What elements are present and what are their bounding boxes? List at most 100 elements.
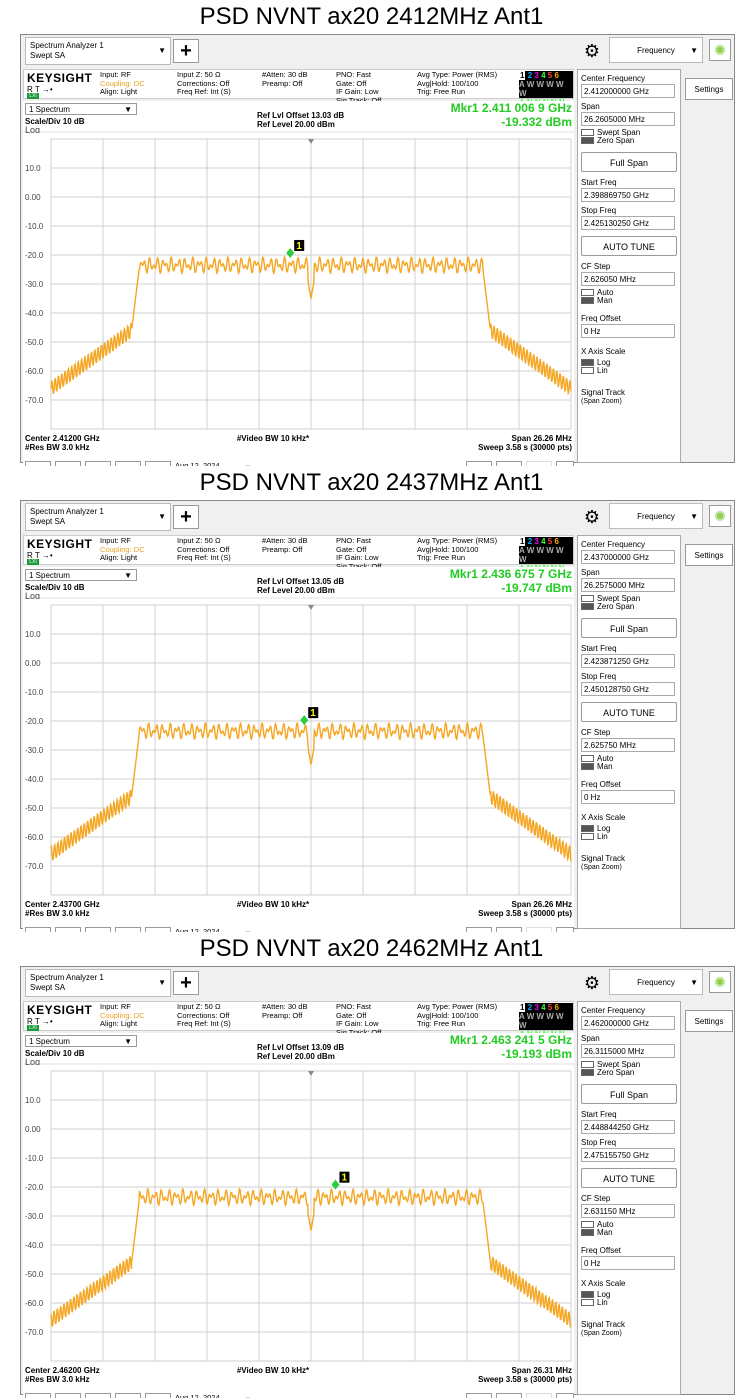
start-freq-value[interactable]: 2.398869750 GHz	[581, 188, 675, 202]
x-axis-scale-label: X Axis Scale	[581, 347, 626, 356]
app-selector[interactable]: Spectrum Analyzer 1 Swept SA ▼	[25, 37, 171, 65]
gear-icon[interactable]: ⚙	[583, 973, 601, 993]
auto-label: Auto	[597, 1220, 614, 1229]
full-span-button[interactable]: Full Span	[581, 152, 677, 172]
help-icon[interactable]: ?	[145, 1393, 171, 1398]
app-selector[interactable]: Spectrum Analyzer 1 Swept SA ▼	[25, 969, 171, 997]
keypad-icon[interactable]: ⁙	[466, 927, 492, 932]
center-tick-icon	[308, 139, 314, 144]
windows-icon[interactable]: ⊞	[25, 461, 51, 466]
swept-span-label: Swept Span	[597, 1060, 641, 1069]
full-span-button[interactable]: Full Span	[581, 618, 677, 638]
windows-icon[interactable]: ⊞	[25, 927, 51, 932]
center-frequency-value[interactable]: 2.462000000 GHz	[581, 1016, 675, 1030]
keypad-icon[interactable]: ⁙	[466, 461, 492, 466]
freq-offset-value[interactable]: 0 Hz	[581, 790, 675, 804]
span-value[interactable]: 26.3115000 MHz	[581, 1044, 675, 1058]
trace-number: 2	[527, 537, 533, 546]
radio-box-man	[581, 1229, 594, 1236]
plot-background	[23, 599, 574, 929]
spectrum-chart[interactable]: 10.0 0.00 -10.0 -20.0 -30.0 -40.0 -50.0 -60.0 -7…	[23, 599, 574, 929]
plus-icon: +	[180, 40, 192, 62]
folder-icon[interactable]: ▬	[115, 461, 141, 466]
redo-icon[interactable]: ↷	[85, 461, 111, 466]
keypad-icon[interactable]: ⁙	[466, 1393, 492, 1398]
span-value[interactable]: 26.2575000 MHz	[581, 578, 675, 592]
freq-offset-value[interactable]: 0 Hz	[581, 324, 675, 338]
spectrum-selector[interactable]: 1 Spectrum ▼	[25, 569, 137, 581]
settings-button[interactable]: Settings	[685, 78, 733, 100]
marker-diamond-icon[interactable]	[331, 1179, 340, 1190]
windows-icon[interactable]: ⊞	[25, 1393, 51, 1398]
redo-icon[interactable]: ↷	[85, 927, 111, 932]
cf-step-value[interactable]: 2.625750 MHz	[581, 738, 675, 752]
signal-track-button[interactable]: Signal Track (Span Zoom)	[578, 1320, 680, 1338]
stop-freq-value[interactable]: 2.425130250 GHz	[581, 216, 675, 230]
spectrum-selector[interactable]: 1 Spectrum ▼	[25, 1035, 137, 1047]
signal-track-button[interactable]: Signal Track (Span Zoom)	[578, 854, 680, 872]
lxi-badge: LXI	[27, 1025, 39, 1031]
undo-icon[interactable]: ↶	[55, 927, 81, 932]
spectrum-chart[interactable]: 10.0 0.00 -10.0 -20.0 -30.0 -40.0 -50.0 -60.0 -7…	[23, 1065, 574, 1395]
touch-icon[interactable]: ☛	[496, 461, 522, 466]
gear-icon[interactable]: ⚙	[583, 41, 601, 61]
help-icon[interactable]: ?	[145, 461, 171, 466]
center-frequency-value[interactable]: 2.437000000 GHz	[581, 550, 675, 564]
help-icon[interactable]: ?	[145, 927, 171, 932]
input-arrow-icon: →•	[41, 85, 53, 94]
maximize-icon[interactable]: ⤢	[556, 1393, 574, 1398]
info-text: IF Gain: Low	[336, 553, 379, 562]
span-label: Span 26.31 MHz	[512, 1366, 572, 1375]
plot-background	[23, 1065, 574, 1395]
start-freq-value[interactable]: 2.423871250 GHz	[581, 654, 675, 668]
span-value[interactable]: 26.2605000 MHz	[581, 112, 675, 126]
ref-level: Ref Level 20.00 dBm	[257, 1052, 335, 1061]
auto-tune-button[interactable]: AUTO TUNE	[581, 1168, 677, 1188]
cf-step-value[interactable]: 2.631150 MHz	[581, 1204, 675, 1218]
app-selector[interactable]: Spectrum Analyzer 1 Swept SA ▼	[25, 503, 171, 531]
info-text: Avg|Hold: 100/100	[417, 78, 479, 88]
menu-selector[interactable]: Frequency ▼	[609, 37, 703, 63]
menu-selector[interactable]: Frequency ▼	[609, 969, 703, 995]
warning-icon: △	[255, 927, 281, 932]
marker-diamond-icon[interactable]	[286, 247, 295, 258]
stop-freq-value[interactable]: 2.475155750 GHz	[581, 1148, 675, 1162]
trace-number: 1	[519, 537, 526, 546]
settings-button[interactable]: Settings	[685, 544, 733, 566]
redo-icon[interactable]: ↷	[85, 1393, 111, 1398]
start-freq-value[interactable]: 2.448844250 GHz	[581, 1120, 675, 1134]
menu-selector[interactable]: Frequency ▼	[609, 503, 703, 529]
trace-number-row: 1 2 3 4 5 6	[519, 71, 573, 80]
maximize-icon[interactable]: ⤢	[556, 927, 574, 932]
undo-icon[interactable]: ↶	[55, 1393, 81, 1398]
folder-icon[interactable]: ▬	[115, 1393, 141, 1398]
add-screen-button[interactable]: +	[173, 505, 199, 529]
freq-offset-value[interactable]: 0 Hz	[581, 1256, 675, 1270]
undo-icon[interactable]: ↶	[55, 461, 81, 466]
auto-tune-button[interactable]: AUTO TUNE	[581, 702, 677, 722]
signal-track-button[interactable]: Signal Track (Span Zoom)	[578, 388, 680, 406]
center-frequency-value[interactable]: 2.412000000 GHz	[581, 84, 675, 98]
marker-diamond-icon[interactable]	[300, 715, 309, 726]
folder-icon[interactable]: ▬	[115, 927, 141, 932]
radio-box-lin	[581, 833, 594, 840]
touch-icon[interactable]: ☛	[496, 1393, 522, 1398]
touch-icon[interactable]: ☛	[496, 927, 522, 932]
full-span-button[interactable]: Full Span	[581, 1084, 677, 1104]
add-screen-button[interactable]: +	[173, 39, 199, 63]
status-info-bar: KEYSIGHT R T →• LXI Input: RF Coupling: …	[23, 1001, 574, 1039]
settings-button[interactable]: Settings	[685, 1010, 733, 1032]
cf-step-value[interactable]: 2.626050 MHz	[581, 272, 675, 286]
freq-offset-label: Freq Offset	[581, 314, 621, 323]
auto-tune-button[interactable]: AUTO TUNE	[581, 236, 677, 256]
log-scale-label: Log	[25, 125, 41, 135]
spectrum-chart[interactable]: 10.0 0.00 -10.0 -20.0 -30.0 -40.0 -50.0 -60.0 -7…	[23, 133, 574, 463]
app-mode: Swept SA	[30, 51, 66, 60]
gear-icon[interactable]: ⚙	[583, 507, 601, 527]
spectrum-selector[interactable]: 1 Spectrum ▼	[25, 103, 137, 115]
add-screen-button[interactable]: +	[173, 971, 199, 995]
stop-freq-value[interactable]: 2.450128750 GHz	[581, 682, 675, 696]
log-label: Log	[597, 1290, 611, 1299]
lin-label: Lin	[597, 1298, 608, 1307]
maximize-icon[interactable]: ⤢	[556, 461, 574, 466]
